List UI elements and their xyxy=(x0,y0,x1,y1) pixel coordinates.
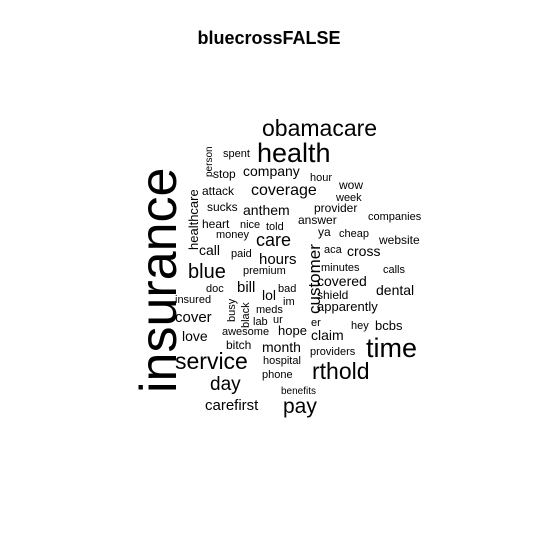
word-rthold: rthold xyxy=(312,358,370,384)
word-pay: pay xyxy=(283,395,317,418)
word-dental: dental xyxy=(376,282,414,298)
word-insured: insured xyxy=(175,294,211,306)
word-hours: hours xyxy=(259,251,297,268)
word-bad: bad xyxy=(278,283,296,295)
word-hour: hour xyxy=(310,172,332,184)
word-black: black xyxy=(240,302,252,328)
word-money: money xyxy=(216,229,250,241)
word-company: company xyxy=(243,163,300,179)
word-stop: stop xyxy=(213,167,236,181)
word-week: week xyxy=(335,192,362,204)
word-ur: ur xyxy=(273,314,283,326)
word-anthem: anthem xyxy=(243,202,290,218)
word-doc: doc xyxy=(206,283,224,295)
word-obamacare: obamacare xyxy=(262,115,377,141)
word-awesome: awesome xyxy=(222,326,269,338)
word-cross: cross xyxy=(347,243,380,259)
word-coverage: coverage xyxy=(251,182,317,199)
word-day: day xyxy=(210,374,241,395)
word-website: website xyxy=(378,233,420,247)
word-service: service xyxy=(175,348,248,374)
word-customer: customer xyxy=(305,244,324,314)
word-hey: hey xyxy=(351,320,369,332)
word-insurance: insurance xyxy=(130,168,188,393)
word-meds: meds xyxy=(256,304,283,316)
word-heart: heart xyxy=(202,217,230,231)
word-ya: ya xyxy=(318,225,331,239)
word-benefits: benefits xyxy=(281,386,316,397)
word-claim: claim xyxy=(311,327,344,343)
word-cheap: cheap xyxy=(339,228,369,240)
word-premium: premium xyxy=(243,265,286,277)
word-im: im xyxy=(283,296,295,308)
word-lol: lol xyxy=(262,287,276,303)
word-provider: provider xyxy=(314,201,357,215)
word-love: love xyxy=(182,328,208,344)
word-month: month xyxy=(262,339,301,355)
word-attack: attack xyxy=(202,184,235,198)
word-sucks: sucks xyxy=(207,200,238,214)
plot-title: bluecrossFALSE xyxy=(197,28,341,48)
word-spent: spent xyxy=(223,148,250,160)
word-lab: lab xyxy=(253,316,268,328)
word-aca: aca xyxy=(324,244,343,256)
word-calls: calls xyxy=(383,264,406,276)
word-paid: paid xyxy=(231,248,252,260)
word-hope: hope xyxy=(278,323,307,338)
word-bcbs: bcbs xyxy=(375,318,403,333)
word-wow: wow xyxy=(338,178,363,192)
word-care: care xyxy=(256,230,291,250)
word-shield: shield xyxy=(317,288,348,302)
word-carefirst: carefirst xyxy=(205,397,259,414)
word-bill: bill xyxy=(237,279,255,296)
word-call: call xyxy=(199,242,220,258)
word-hospital: hospital xyxy=(263,355,301,367)
word-nice: nice xyxy=(240,219,260,231)
word-apparently: apparently xyxy=(317,299,378,314)
word-companies: companies xyxy=(368,211,422,223)
word-cover: cover xyxy=(175,309,212,326)
word-healthcare: healthcare xyxy=(186,189,201,250)
word-bitch: bitch xyxy=(226,338,251,352)
word-time: time xyxy=(366,333,417,363)
word-phone: phone xyxy=(262,369,293,381)
word-person: person xyxy=(204,146,215,177)
word-providers: providers xyxy=(310,346,356,358)
word-covered: covered xyxy=(317,273,367,289)
word-er: er xyxy=(311,317,321,329)
word-minutes: minutes xyxy=(321,262,360,274)
word-told: told xyxy=(266,221,284,233)
word-busy: busy xyxy=(226,298,238,322)
word-health: health xyxy=(257,138,331,168)
word-answer: answer xyxy=(298,213,337,227)
word-blue: blue xyxy=(188,261,226,283)
